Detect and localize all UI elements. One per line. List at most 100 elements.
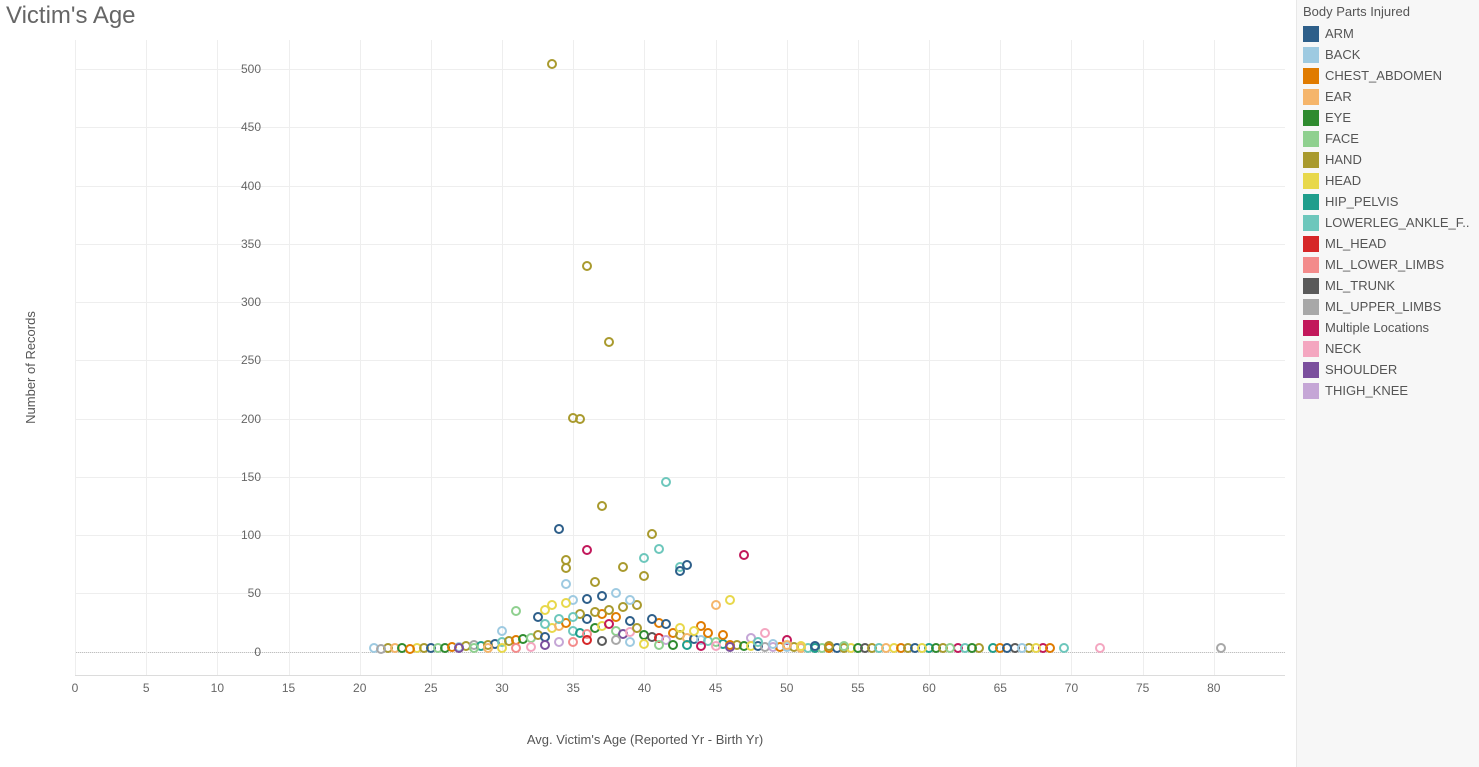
data-point[interactable] bbox=[618, 562, 628, 572]
data-point[interactable] bbox=[654, 640, 664, 650]
legend-item-label: SHOULDER bbox=[1325, 362, 1397, 377]
legend-item-lowerleg_ankle_f[interactable]: LOWERLEG_ANKLE_F.. bbox=[1303, 212, 1473, 233]
data-point[interactable] bbox=[547, 59, 557, 69]
data-point[interactable] bbox=[1017, 643, 1027, 653]
data-point[interactable] bbox=[647, 529, 657, 539]
legend-item-ml_trunk[interactable]: ML_TRUNK bbox=[1303, 275, 1473, 296]
legend-item-ml_head[interactable]: ML_HEAD bbox=[1303, 233, 1473, 254]
data-point[interactable] bbox=[654, 544, 664, 554]
data-point[interactable] bbox=[582, 261, 592, 271]
data-point[interactable] bbox=[725, 595, 735, 605]
data-point[interactable] bbox=[661, 619, 671, 629]
y-tick-label: 350 bbox=[241, 237, 261, 251]
legend-item-label: ARM bbox=[1325, 26, 1354, 41]
legend-item-ear[interactable]: EAR bbox=[1303, 86, 1473, 107]
legend-swatch-icon bbox=[1303, 341, 1319, 357]
legend-item-multiple-locations[interactable]: Multiple Locations bbox=[1303, 317, 1473, 338]
data-point[interactable] bbox=[682, 640, 692, 650]
legend-item-neck[interactable]: NECK bbox=[1303, 338, 1473, 359]
data-point[interactable] bbox=[568, 612, 578, 622]
x-gridline bbox=[502, 40, 503, 675]
data-point[interactable] bbox=[526, 642, 536, 652]
data-point[interactable] bbox=[967, 643, 977, 653]
legend-item-hand[interactable]: HAND bbox=[1303, 149, 1473, 170]
data-point[interactable] bbox=[568, 637, 578, 647]
data-point[interactable] bbox=[703, 628, 713, 638]
data-point[interactable] bbox=[469, 643, 479, 653]
legend-swatch-icon bbox=[1303, 173, 1319, 189]
data-point[interactable] bbox=[768, 639, 778, 649]
data-point[interactable] bbox=[590, 607, 600, 617]
legend-item-hip_pelvis[interactable]: HIP_PELVIS bbox=[1303, 191, 1473, 212]
legend-item-chest_abdomen[interactable]: CHEST_ABDOMEN bbox=[1303, 65, 1473, 86]
data-point[interactable] bbox=[1031, 643, 1041, 653]
data-point[interactable] bbox=[590, 577, 600, 587]
data-point[interactable] bbox=[597, 501, 607, 511]
x-axis-label: Avg. Victim's Age (Reported Yr - Birth Y… bbox=[0, 732, 1290, 747]
legend-item-ml_lower_limbs[interactable]: ML_LOWER_LIMBS bbox=[1303, 254, 1473, 275]
data-point[interactable] bbox=[760, 628, 770, 638]
legend-item-head[interactable]: HEAD bbox=[1303, 170, 1473, 191]
data-point[interactable] bbox=[696, 641, 706, 651]
data-point[interactable] bbox=[497, 626, 507, 636]
data-point[interactable] bbox=[561, 555, 571, 565]
data-point[interactable] bbox=[639, 571, 649, 581]
data-point[interactable] bbox=[639, 639, 649, 649]
legend-item-label: NECK bbox=[1325, 341, 1361, 356]
data-point[interactable] bbox=[561, 598, 571, 608]
data-point[interactable] bbox=[604, 605, 614, 615]
legend-item-shoulder[interactable]: SHOULDER bbox=[1303, 359, 1473, 380]
data-point[interactable] bbox=[561, 579, 571, 589]
y-tick-label: 150 bbox=[241, 470, 261, 484]
data-point[interactable] bbox=[554, 614, 564, 624]
data-point[interactable] bbox=[711, 641, 721, 651]
data-point[interactable] bbox=[611, 635, 621, 645]
x-gridline bbox=[787, 40, 788, 675]
data-point[interactable] bbox=[597, 636, 607, 646]
data-point[interactable] bbox=[604, 337, 614, 347]
chart-title: Victim's Age bbox=[6, 2, 136, 30]
x-gridline bbox=[716, 40, 717, 675]
data-point[interactable] bbox=[639, 553, 649, 563]
data-point[interactable] bbox=[668, 640, 678, 650]
data-point[interactable] bbox=[582, 545, 592, 555]
data-point[interactable] bbox=[376, 644, 386, 654]
legend-item-face[interactable]: FACE bbox=[1303, 128, 1473, 149]
data-point[interactable] bbox=[554, 637, 564, 647]
data-point[interactable] bbox=[533, 612, 543, 622]
data-point[interactable] bbox=[711, 600, 721, 610]
x-gridline bbox=[1143, 40, 1144, 675]
legend-item-label: LOWERLEG_ANKLE_F.. bbox=[1325, 215, 1470, 230]
data-point[interactable] bbox=[405, 644, 415, 654]
data-point[interactable] bbox=[547, 600, 557, 610]
legend-item-thigh_knee[interactable]: THIGH_KNEE bbox=[1303, 380, 1473, 401]
legend-item-ml_upper_limbs[interactable]: ML_UPPER_LIMBS bbox=[1303, 296, 1473, 317]
data-point[interactable] bbox=[582, 635, 592, 645]
data-point[interactable] bbox=[647, 614, 657, 624]
data-point[interactable] bbox=[782, 640, 792, 650]
data-point[interactable] bbox=[540, 640, 550, 650]
data-point[interactable] bbox=[483, 643, 493, 653]
data-point[interactable] bbox=[511, 606, 521, 616]
legend-swatch-icon bbox=[1303, 47, 1319, 63]
data-point[interactable] bbox=[689, 626, 699, 636]
data-point[interactable] bbox=[718, 630, 728, 640]
data-point[interactable] bbox=[839, 641, 849, 651]
legend-item-eye[interactable]: EYE bbox=[1303, 107, 1473, 128]
data-point[interactable] bbox=[739, 550, 749, 560]
data-point[interactable] bbox=[625, 637, 635, 647]
y-tick-label: 400 bbox=[241, 179, 261, 193]
data-point[interactable] bbox=[661, 477, 671, 487]
legend-swatch-icon bbox=[1303, 110, 1319, 126]
data-point[interactable] bbox=[597, 591, 607, 601]
data-point[interactable] bbox=[582, 594, 592, 604]
data-point[interactable] bbox=[611, 588, 621, 598]
data-point[interactable] bbox=[554, 524, 564, 534]
legend-item-arm[interactable]: ARM bbox=[1303, 23, 1473, 44]
data-point[interactable] bbox=[796, 641, 806, 651]
legend-item-back[interactable]: BACK bbox=[1303, 44, 1473, 65]
data-point[interactable] bbox=[725, 642, 735, 652]
data-point[interactable] bbox=[575, 414, 585, 424]
legend-item-label: FACE bbox=[1325, 131, 1359, 146]
data-point[interactable] bbox=[682, 560, 692, 570]
